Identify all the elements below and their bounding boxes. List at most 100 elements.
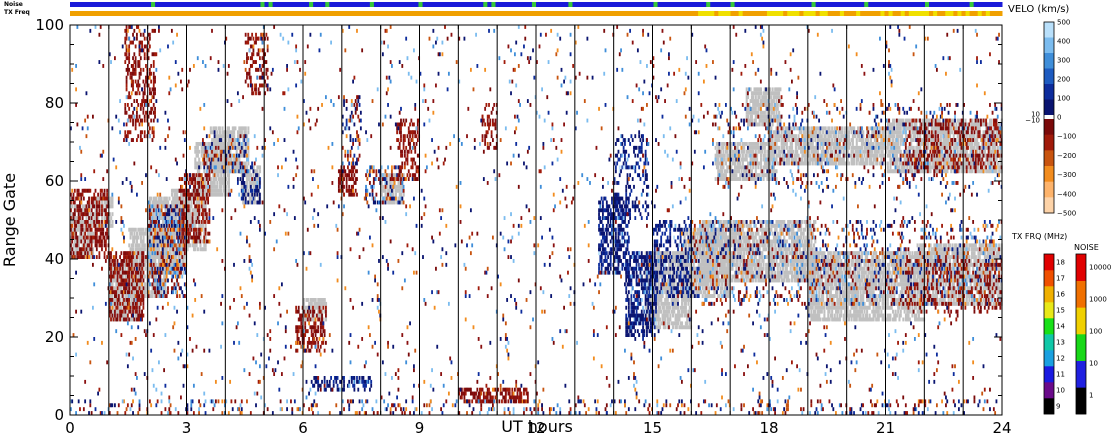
ground-scatter-cell xyxy=(687,309,690,314)
ground-scatter-cell xyxy=(199,177,202,181)
ground-scatter-cell xyxy=(195,212,198,217)
ground-scatter-cell xyxy=(730,231,733,236)
ground-scatter-cell xyxy=(732,223,735,228)
ground-scatter-cell xyxy=(251,181,254,185)
ground-scatter-cell xyxy=(699,247,702,252)
ground-scatter-cell xyxy=(167,200,170,205)
ground-scatter-cell xyxy=(754,266,757,271)
txfreq-bar-segment xyxy=(284,11,290,16)
ground-scatter-cell xyxy=(701,247,704,252)
txfreq-bar-segment xyxy=(892,11,898,16)
ground-scatter-cell xyxy=(740,266,743,271)
ground-scatter-cell xyxy=(664,286,667,291)
noise-bar-segment xyxy=(698,2,703,7)
ground-scatter-cell xyxy=(81,243,84,248)
ground-scatter-cell xyxy=(170,231,174,236)
ground-scatter-cell xyxy=(216,142,219,146)
ground-scatter-cell xyxy=(671,309,674,314)
ground-scatter-cell xyxy=(172,243,175,248)
ground-scatter-cell xyxy=(798,227,801,232)
ground-scatter-cell xyxy=(216,157,219,162)
ground-scatter-cell xyxy=(229,161,232,166)
ground-scatter-cell xyxy=(230,134,233,139)
ground-scatter-cell xyxy=(684,262,687,267)
ground-scatter-cell xyxy=(234,142,237,146)
noise-bar-segment xyxy=(134,2,140,7)
ground-scatter-cell xyxy=(124,313,127,318)
ground-scatter-cell xyxy=(722,294,725,298)
ground-scatter-cell xyxy=(252,200,255,205)
noise-bar-segment xyxy=(499,2,505,7)
ground-scatter-cell xyxy=(132,259,135,263)
ground-scatter-cell xyxy=(125,274,128,279)
ground-scatter-cell xyxy=(227,134,230,139)
ground-scatter-cell xyxy=(124,294,127,298)
ground-scatter-cell xyxy=(724,220,728,224)
noise-bar-segment xyxy=(560,2,565,7)
ground-scatter-cell xyxy=(130,298,133,302)
ground-scatter-cell xyxy=(89,216,92,220)
ground-scatter-cell xyxy=(388,184,391,189)
ground-scatter-cell xyxy=(770,255,773,259)
ground-scatter-cell xyxy=(253,200,256,205)
ground-scatter-cell xyxy=(217,188,220,193)
ground-scatter-cell xyxy=(791,274,794,279)
ground-scatter-cell xyxy=(647,313,650,318)
ground-scatter-cell xyxy=(679,305,682,310)
ground-scatter-cell xyxy=(743,223,746,228)
ground-scatter-cell xyxy=(745,266,748,271)
ground-scatter-cell xyxy=(810,239,813,244)
ground-scatter-cell xyxy=(225,145,228,150)
ground-scatter-cell xyxy=(143,286,146,291)
ground-scatter-cell xyxy=(770,227,773,232)
ground-scatter-cell xyxy=(662,251,665,256)
ground-scatter-cell xyxy=(781,227,785,232)
ground-scatter-cell xyxy=(139,251,142,256)
ground-scatter-cell xyxy=(715,247,718,252)
noise-bar-segment xyxy=(337,2,342,7)
txfreq-bar-segment xyxy=(633,11,638,16)
ground-scatter-cell xyxy=(151,294,154,298)
ground-scatter-cell xyxy=(749,266,752,271)
noise-bar-segment xyxy=(463,2,468,7)
ground-scatter-cell xyxy=(75,220,78,224)
txfreq-bar-segment xyxy=(159,11,164,16)
noise-bar-segment xyxy=(572,2,578,7)
ground-scatter-cell xyxy=(692,227,695,232)
ground-scatter-cell xyxy=(143,290,146,295)
ground-scatter-cell xyxy=(169,251,172,256)
ground-scatter-cell xyxy=(246,138,249,142)
ground-scatter-cell xyxy=(137,262,140,267)
ground-scatter-cell xyxy=(787,231,790,236)
ground-scatter-cell xyxy=(192,220,196,224)
ground-scatter-cell xyxy=(133,294,136,298)
ground-scatter-cell xyxy=(160,259,163,263)
ground-scatter-cell xyxy=(169,247,172,252)
ground-scatter-cell xyxy=(119,270,122,275)
txfreq-bar-segment xyxy=(118,11,124,16)
ground-scatter-cell xyxy=(164,247,167,252)
ground-scatter-cell xyxy=(709,266,712,271)
ground-scatter-cell xyxy=(220,161,223,166)
ground-scatter-cell xyxy=(726,255,729,259)
ground-scatter-cell xyxy=(189,220,192,224)
ground-scatter-cell xyxy=(79,227,82,232)
ground-scatter-cell xyxy=(734,220,737,224)
noise-bar-segment xyxy=(305,2,310,7)
ground-scatter-cell xyxy=(712,231,715,236)
ground-scatter-cell xyxy=(785,223,788,228)
ground-scatter-cell xyxy=(765,270,768,275)
ground-scatter-cell xyxy=(194,243,197,248)
ground-scatter-cell xyxy=(758,247,761,252)
ground-scatter-cell xyxy=(154,200,157,205)
ground-scatter-cell xyxy=(392,188,395,193)
ground-scatter-cell xyxy=(682,298,685,302)
ground-scatter-cell xyxy=(792,227,795,232)
ground-scatter-cell xyxy=(130,309,133,314)
ground-scatter-cell xyxy=(713,266,716,271)
ground-scatter-cell xyxy=(653,321,656,326)
ground-scatter-cell xyxy=(744,247,747,252)
txfreq-bar-segment xyxy=(896,11,902,16)
ground-scatter-cell xyxy=(158,231,161,236)
